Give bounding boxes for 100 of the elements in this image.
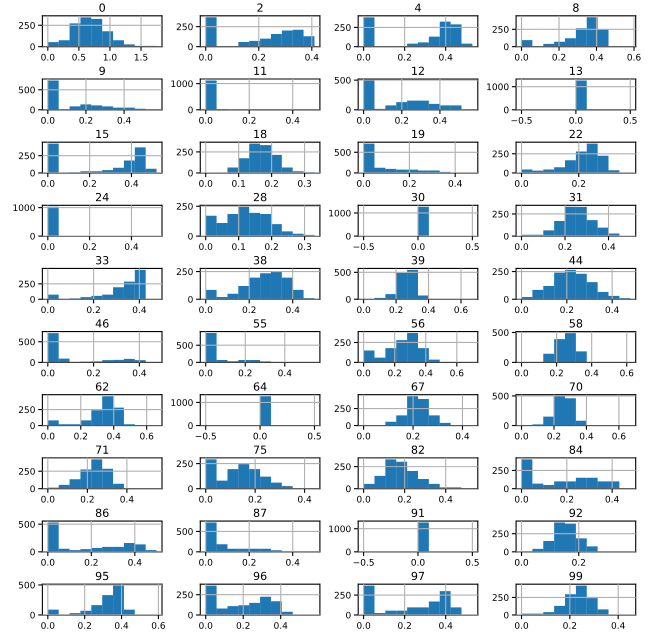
y-tick-label: 0 [504,359,509,366]
y-tick-label: 500 [18,520,35,528]
x-tick-label: 0.0 [357,432,370,440]
x-tick-label: 0.2 [242,306,256,314]
chart-title: 62 [96,382,108,391]
x-tick-label: 0.6 [450,369,464,376]
x-tick-label: 0.2 [87,306,100,314]
x-tick-label: 0.5 [308,432,321,440]
y-tick-label: 250 [176,268,193,276]
x-tick-label: 0.4 [286,306,300,314]
chart-title: 96 [254,572,266,580]
y-tick-label: 0 [30,422,35,430]
chart-title: 38 [254,256,266,264]
y-tick-label: 250 [334,24,351,31]
x-tick-label: 0.4 [107,432,120,440]
y-tick-label: 0 [30,548,35,556]
chart-title: 8 [573,3,579,12]
x-tick-label: 0.0 [41,116,54,124]
x-tick-label: 0.6 [612,432,626,440]
x-tick-label: 0.4 [456,432,470,440]
x-tick-label: 0.2 [547,432,560,440]
y-tick-label: 0 [188,612,193,619]
x-tick-label: 0.4 [433,116,447,124]
y-tick-label: 0 [504,170,509,177]
x-tick-label: 0.4 [419,369,432,376]
y-tick-label: 0 [30,106,35,114]
x-tick-label: 0.2 [388,369,401,376]
x-tick-label: 0.0 [199,180,212,187]
y-tick-label: 0 [30,43,35,50]
y-tick-label: 500 [18,338,35,346]
x-tick-label: 0.0 [41,243,54,250]
x-tick-label: 0.0 [357,369,370,376]
x-tick-label: 0.6 [140,432,154,440]
y-tick-label: 250 [18,280,35,288]
x-tick-label: 0.4 [298,496,312,503]
chart-title: 22 [570,130,582,138]
x-tick-label: 0.2 [242,558,256,566]
y-tick-label: 250 [176,202,193,210]
x-tick-label: 0.0 [199,558,212,566]
chart-title: 19 [412,130,424,138]
x-tick-label: 0.4 [278,369,292,376]
chart-title: 18 [254,130,266,138]
y-tick-label: 0 [188,170,193,177]
y-tick-label: 0 [346,232,351,240]
x-tick-label: 0.0 [514,496,528,503]
x-tick-label: 0.4 [128,558,142,566]
x-tick-label: 0.2 [265,243,278,250]
x-tick-label: 0.5 [624,116,637,124]
x-tick-label: 0.4 [590,54,604,61]
x-tick-label: 0.0 [199,369,212,376]
chart-title: 82 [412,445,424,454]
y-tick-label: 0 [188,106,193,114]
y-tick-label: 250 [18,406,35,414]
y-tick-label: 0 [30,485,35,492]
y-tick-label: 0 [504,548,509,556]
y-tick-label: 250 [18,22,35,29]
chart-title: 97 [412,572,424,580]
x-tick-label: 0.0 [514,243,528,250]
x-tick-label: 0.4 [606,496,619,503]
chart-title: 87 [254,508,266,518]
x-tick-label: 0.4 [439,622,452,629]
x-tick-label: 1.0 [104,54,117,61]
x-tick-label: 0.0 [514,369,528,376]
x-tick-label: 0.0 [199,116,212,124]
chart-title: 70 [570,382,582,391]
x-tick-label: 0.0 [41,432,54,440]
y-tick-label: 250 [492,268,509,276]
chart-title: 0 [99,3,105,12]
x-tick-label: 0.0 [357,622,370,629]
x-tick-label: 0.0 [357,306,370,314]
x-tick-label: 1.5 [134,54,148,61]
x-tick-label: 0.5 [466,558,479,566]
y-tick-label: 500 [18,582,35,589]
x-tick-label: 0.4 [448,180,462,187]
x-tick-label: 0.4 [439,54,452,61]
x-tick-label: −0.5 [354,558,374,566]
chart-title: 13 [570,66,582,75]
chart-title: 15 [96,130,108,138]
y-tick-label: 250 [176,23,193,30]
x-tick-label: −0.5 [512,116,532,124]
x-tick-label: 0.0 [357,54,370,61]
y-tick-label: 250 [176,460,193,468]
x-tick-label: 0.2 [248,496,262,503]
x-tick-label: 0.0 [41,369,54,376]
y-tick-label: 500 [176,528,193,535]
x-tick-label: 0.4 [612,622,625,629]
y-tick-label: 0 [188,43,193,50]
chart-title: 86 [96,508,109,518]
y-tick-label: 0 [504,232,509,240]
x-tick-label: 0.2 [389,306,402,314]
x-tick-label: 0.4 [580,432,594,440]
chart-title: 2 [257,3,263,12]
y-tick-label: 0 [30,359,35,366]
x-tick-label: 0.0 [514,432,528,440]
y-tick-label: 0 [504,612,509,619]
chart-title: 95 [96,572,108,580]
y-tick-label: 500 [334,76,351,84]
chart-title: 64 [254,382,267,391]
x-tick-label: 0.0 [41,622,54,629]
chart-title: 12 [412,66,424,75]
